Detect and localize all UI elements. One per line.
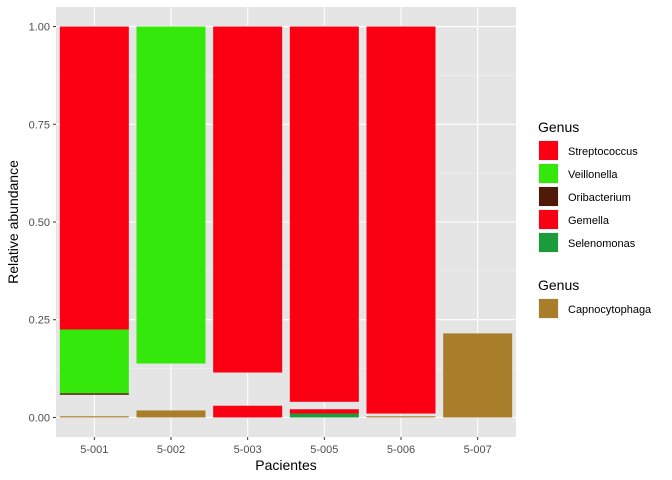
legend-item: Veillonella [538, 163, 618, 184]
legend-swatch [539, 164, 558, 183]
y-tick-label: 0.50 [29, 217, 50, 229]
x-axis-title: Pacientes [255, 457, 316, 473]
legend-label: Selenomonas [568, 238, 636, 250]
bar-5-003 [213, 26, 283, 418]
y-axis-title: Relative abundance [5, 160, 21, 284]
x-tick-label: 5-006 [387, 444, 415, 456]
x-tick-label: 5-007 [464, 444, 492, 456]
legend-label: Oribacterium [568, 192, 631, 204]
legend-item: Selenomonas [538, 232, 636, 253]
x-tick-label: 5-003 [234, 444, 262, 456]
legend-swatch [539, 210, 558, 229]
legend-item: Oribacterium [538, 186, 631, 207]
legend: Genus Streptococcus Veillonella Oribacteriu… [538, 119, 652, 319]
bar-5-006 [366, 26, 436, 418]
bar-segment-oribacterium [59, 393, 129, 395]
legend-swatch [539, 187, 558, 206]
legend-label: Veillonella [568, 169, 618, 181]
bar-segment-veillonella [59, 329, 129, 394]
legend-swatch [539, 299, 558, 318]
legend-label: Streptococcus [568, 146, 638, 158]
legend-label: Capnocytophaga [568, 304, 652, 316]
bar-segment-veillonella [136, 26, 206, 364]
bar-segment-capnocytophaga [136, 410, 206, 418]
x-axis: 5-001 5-002 5-003 5-005 5-006 5-007 [80, 437, 492, 456]
legend-item: Gemella [538, 209, 610, 230]
bar-segment-selenomonas [289, 413, 359, 418]
legend-title: Genus [538, 119, 579, 135]
y-tick-label: 0.75 [29, 119, 50, 131]
x-tick-label: 5-001 [80, 444, 108, 456]
bar-segment-gemella [213, 405, 283, 418]
bar-segment-streptococcus [213, 26, 283, 373]
bar-segment-streptococcus [366, 26, 436, 414]
bar-5-007 [443, 333, 513, 418]
bar-segment-capnocytophaga [59, 416, 129, 418]
y-tick-label: 1.00 [29, 22, 50, 34]
bar-segment-capnocytophaga [443, 333, 513, 418]
x-tick-label: 5-005 [310, 444, 338, 456]
bar-5-001 [59, 26, 129, 418]
legend-swatch [539, 233, 558, 252]
y-axis: 0.00 0.25 0.50 0.75 1.00 [29, 22, 56, 424]
y-tick-label: 0.00 [29, 412, 50, 424]
x-tick-label: 5-002 [157, 444, 185, 456]
bar-5-002 [136, 26, 206, 418]
bars [59, 26, 513, 418]
legend-label: Gemella [568, 215, 610, 227]
legend-item: Streptococcus [538, 140, 638, 161]
bar-segment-streptococcus [59, 26, 129, 330]
y-tick-label: 0.25 [29, 315, 50, 327]
legend-item: Capnocytophaga [538, 298, 652, 319]
legend-title: Genus [538, 277, 579, 293]
bar-segment-capnocytophaga [366, 416, 436, 418]
bar-segment-streptococcus [289, 26, 359, 402]
bar-5-005 [289, 26, 359, 418]
bar-segment-gemella [289, 409, 359, 414]
legend-swatch [539, 141, 558, 160]
